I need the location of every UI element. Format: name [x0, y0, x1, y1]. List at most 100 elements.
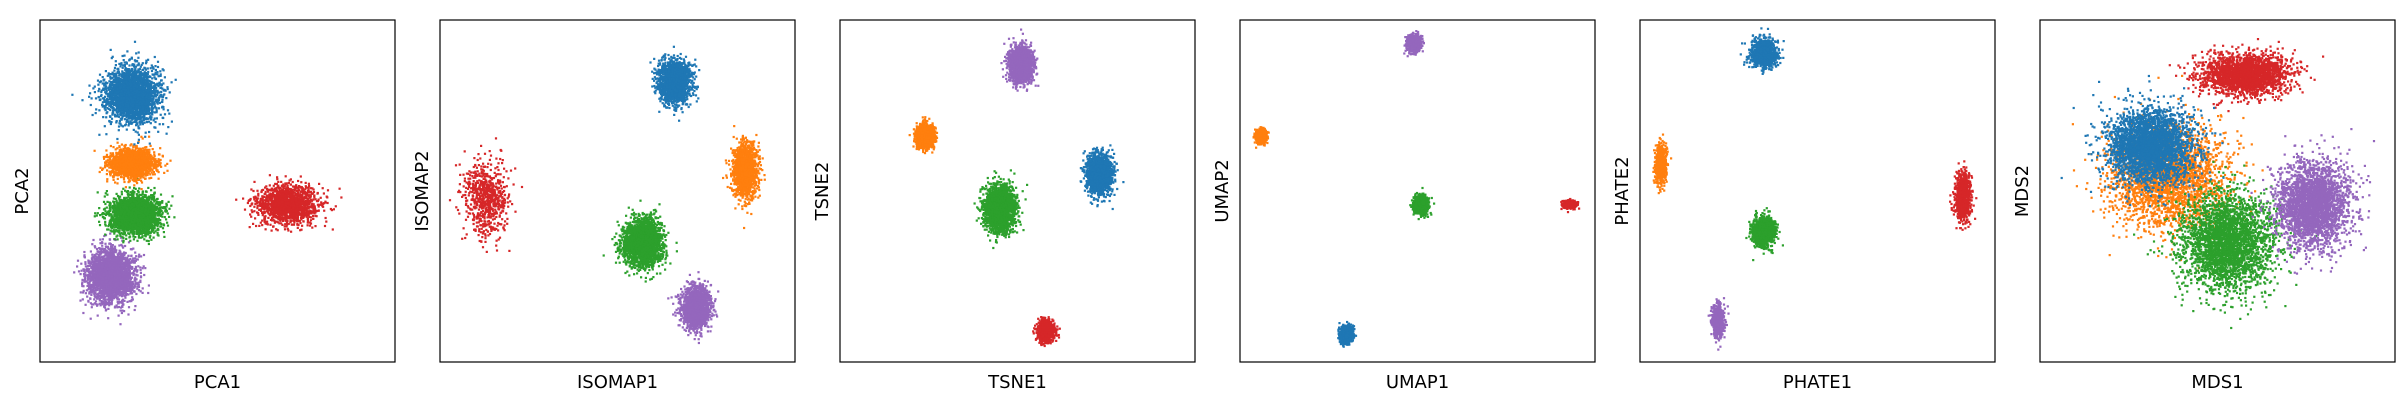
- data-point: [110, 252, 113, 255]
- data-point: [96, 250, 99, 253]
- data-point: [119, 309, 122, 312]
- data-point: [109, 253, 112, 256]
- data-point: [94, 296, 97, 299]
- data-point: [128, 216, 131, 219]
- data-point: [97, 270, 101, 273]
- data-point: [136, 194, 139, 197]
- data-point: [93, 274, 97, 278]
- data-point: [104, 251, 107, 254]
- data-point: [103, 302, 107, 305]
- data-point: [126, 206, 129, 209]
- data-point: [166, 212, 169, 215]
- data-point: [149, 234, 152, 237]
- data-point: [127, 313, 130, 316]
- data-point: [127, 193, 130, 196]
- data-point: [117, 302, 120, 305]
- data-point: [98, 280, 101, 283]
- data-point: [165, 205, 168, 208]
- data-point: [101, 286, 104, 289]
- data-point: [105, 206, 108, 209]
- data-point: [110, 300, 113, 303]
- data-point: [148, 213, 151, 216]
- data-point: [161, 227, 165, 230]
- data-point: [94, 286, 97, 290]
- data-point: [129, 292, 132, 295]
- data-point: [101, 238, 104, 241]
- data-point: [125, 223, 128, 226]
- data-point: [106, 267, 109, 271]
- data-point: [100, 249, 103, 252]
- data-point: [147, 209, 150, 212]
- data-point: [107, 284, 110, 287]
- data-point: [76, 265, 79, 268]
- data-point: [101, 291, 104, 294]
- data-point: [149, 211, 152, 214]
- data-point: [104, 283, 107, 286]
- data-point: [121, 215, 125, 218]
- data-point: [89, 297, 92, 300]
- data-point: [87, 270, 90, 273]
- data-point: [147, 200, 150, 203]
- data-point: [104, 292, 108, 295]
- data-point: [94, 263, 97, 266]
- data-point: [131, 266, 134, 269]
- data-point: [120, 254, 123, 257]
- data-point: [110, 245, 113, 248]
- data-point: [163, 235, 166, 238]
- data-point: [87, 288, 90, 291]
- data-point: [98, 267, 101, 270]
- data-point: [107, 268, 110, 271]
- data-point: [153, 218, 156, 221]
- data-point: [114, 268, 117, 271]
- data-point: [134, 259, 137, 262]
- data-point: [116, 261, 119, 264]
- data-point: [137, 205, 140, 208]
- data-point: [118, 206, 121, 209]
- data-point: [110, 283, 113, 286]
- data-point: [90, 290, 93, 293]
- data-point: [124, 224, 127, 228]
- data-point: [93, 245, 96, 248]
- data-point: [82, 285, 85, 288]
- data-point: [102, 287, 105, 291]
- data-point: [94, 258, 97, 262]
- data-point: [151, 196, 154, 199]
- data-point: [114, 276, 117, 279]
- data-point: [161, 215, 164, 218]
- data-point: [138, 230, 141, 233]
- data-point: [112, 200, 115, 203]
- data-point: [95, 276, 98, 279]
- data-point: [141, 197, 144, 200]
- data-point: [122, 293, 125, 296]
- data-point: [95, 303, 98, 306]
- data-point: [93, 289, 96, 292]
- data-point: [122, 271, 125, 274]
- data-point: [84, 271, 87, 274]
- data-point: [145, 190, 148, 193]
- data-point: [137, 285, 141, 288]
- data-point: [154, 212, 157, 215]
- data-point: [98, 272, 101, 275]
- data-point: [134, 265, 137, 268]
- data-point: [100, 301, 103, 305]
- data-point: [122, 241, 125, 244]
- data-point: [129, 258, 132, 261]
- data-point: [90, 286, 93, 289]
- data-point: [120, 219, 123, 223]
- data-point: [83, 254, 86, 257]
- data-point: [131, 190, 134, 194]
- data-point: [137, 197, 140, 201]
- data-point: [147, 242, 150, 246]
- data-point: [165, 208, 168, 211]
- data-point: [120, 311, 123, 315]
- data-point: [143, 238, 146, 241]
- data-point: [104, 224, 107, 227]
- data-point: [109, 277, 112, 280]
- data-point: [86, 284, 89, 288]
- data-point: [141, 236, 144, 239]
- data-point: [112, 254, 115, 257]
- data-point: [160, 223, 163, 226]
- data-point: [119, 198, 122, 201]
- data-point: [114, 197, 117, 200]
- data-point: [84, 292, 87, 295]
